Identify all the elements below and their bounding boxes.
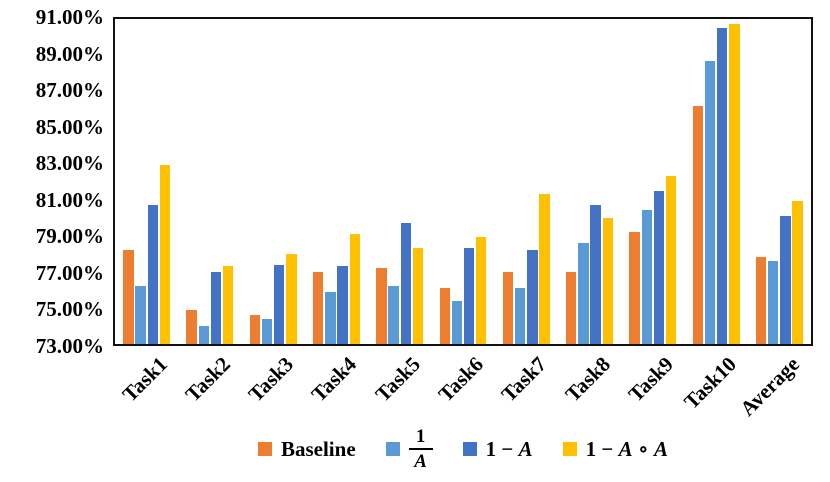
legend: Baseline 1 A 1 − A 1 − A ∘ A [113, 419, 813, 479]
bar-task2-s0 [186, 309, 197, 344]
bar-task3-s2 [274, 264, 285, 344]
bar-task1-s1 [135, 286, 146, 344]
bar-task5-s2 [400, 223, 412, 344]
bar-task7-s3 [539, 194, 550, 344]
legend-item-2: 1 − A [462, 436, 533, 462]
y-axis-tick-label: 73.00% [35, 334, 104, 358]
bar-task6-s3 [476, 237, 487, 344]
bar-task1-s3 [159, 165, 171, 344]
legend-swatch-icon [385, 442, 400, 456]
bar-task5-s1 [388, 286, 399, 344]
y-axis-tick-label: 75.00% [35, 297, 104, 322]
y-axis-tick-label: 79.00% [35, 224, 104, 249]
legend-swatch-icon [257, 442, 272, 456]
bar-task4-s1 [325, 291, 336, 344]
y-axis-tick-label: 87.00% [35, 78, 104, 103]
bar-task1-s0 [123, 250, 134, 344]
bar-task3-s1 [261, 318, 273, 344]
bar-task10-s0 [692, 105, 703, 344]
bar-task6-s2 [463, 248, 475, 344]
bar-task7-s0 [502, 271, 514, 344]
bar-task4-s3 [349, 233, 360, 344]
legend-item-0: Baseline [257, 436, 356, 462]
bar-task3-s3 [286, 253, 297, 344]
legend-swatch-icon [462, 442, 477, 456]
bar-task5-s0 [376, 268, 387, 344]
bar-average-s1 [768, 260, 779, 344]
y-axis-tick-label: 85.00% [35, 114, 104, 139]
bar-task2-s2 [210, 271, 222, 344]
bar-average-s2 [780, 215, 791, 344]
bar-task8-s3 [602, 217, 614, 344]
legend-swatch-icon [562, 442, 577, 456]
bar-task6-s1 [451, 300, 463, 344]
bar-task2-s1 [198, 325, 209, 344]
bar-task6-s0 [439, 288, 450, 344]
bar-task7-s2 [527, 250, 538, 344]
y-axis-tick-label: 91.00% [35, 5, 104, 29]
bar-task8-s1 [578, 242, 589, 344]
bar-task10-s1 [704, 60, 716, 344]
plot-area [113, 17, 813, 346]
bar-task1-s2 [147, 204, 158, 344]
bar-average-s0 [755, 257, 767, 344]
bar-task9-s1 [641, 210, 652, 344]
bar-average-s3 [792, 201, 803, 344]
y-axis-tick-label: 77.00% [35, 260, 104, 285]
bar-task9-s3 [665, 176, 677, 344]
legend-item-3: 1 − A ∘ A [562, 436, 669, 462]
legend-label: 1 − A [485, 436, 533, 461]
bar-task3-s0 [249, 315, 261, 344]
bar-task8-s2 [590, 204, 601, 344]
bar-task9-s0 [629, 232, 640, 344]
fraction-bar [408, 448, 433, 450]
bar-task2-s3 [223, 266, 234, 344]
bars-layer [115, 19, 811, 344]
y-axis-tick-label: 89.00% [35, 41, 104, 66]
bar-task10-s2 [716, 28, 728, 344]
legend-label: Baseline [280, 436, 356, 461]
bar-task8-s0 [566, 271, 577, 344]
y-axis-tick-label: 81.00% [35, 187, 104, 212]
y-axis-tick-label: 83.00% [35, 151, 104, 176]
bar-task9-s2 [653, 190, 665, 344]
bar-task4-s0 [312, 271, 324, 344]
bar-task5-s3 [412, 248, 424, 344]
bar-task7-s1 [514, 288, 526, 344]
bar-task4-s2 [337, 266, 348, 344]
legend-label: 1 − A ∘ A [585, 437, 669, 461]
bar-task10-s3 [729, 24, 740, 344]
